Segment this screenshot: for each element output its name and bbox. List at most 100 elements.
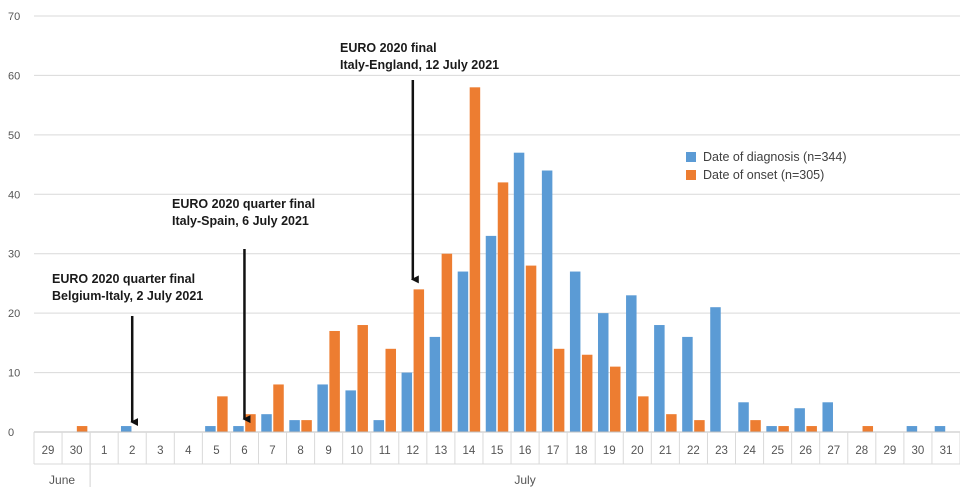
x-tick-label: 8 <box>297 445 303 457</box>
bar-diagnosis <box>654 325 665 432</box>
bar-diagnosis <box>569 271 581 432</box>
y-tick-label: 70 <box>8 11 20 23</box>
legend: Date of diagnosis (n=344) Date of onset … <box>686 148 847 184</box>
x-tick-label: 1 <box>101 445 107 457</box>
x-tick-label: 30 <box>912 445 925 457</box>
y-tick-label: 60 <box>8 70 20 82</box>
bar-diagnosis <box>738 402 749 432</box>
x-tick-label: 18 <box>575 445 588 457</box>
bar-onset <box>778 426 789 432</box>
bar-onset <box>441 253 453 432</box>
bar-onset <box>357 325 368 432</box>
legend-swatch-diagnosis <box>686 152 696 162</box>
x-tick-label: 10 <box>350 445 363 457</box>
x-tick-label: 6 <box>241 445 247 457</box>
annotation-italy-spain: EURO 2020 quarter final Italy-Spain, 6 J… <box>172 196 315 230</box>
x-tick-label: 31 <box>940 445 953 457</box>
x-tick-label: 2 <box>129 445 135 457</box>
bar-onset <box>76 426 88 432</box>
bar-diagnosis <box>541 170 553 432</box>
annotation-line: Italy-Spain, 6 July 2021 <box>172 214 309 228</box>
annotation-line: EURO 2020 quarter final <box>172 197 316 211</box>
annotation-arrows <box>130 80 419 427</box>
legend-swatch-onset <box>686 170 696 180</box>
y-tick-label: 0 <box>8 427 14 439</box>
bar-onset <box>750 420 761 432</box>
bar-onset <box>273 384 284 432</box>
gridlines <box>34 15 960 374</box>
y-tick-label: 30 <box>8 249 20 261</box>
bar-onset <box>638 396 649 432</box>
y-tick-label: 20 <box>8 308 20 320</box>
bar-diagnosis <box>429 336 441 432</box>
bar-diagnosis <box>261 414 272 432</box>
bar-onset <box>413 289 425 432</box>
bar-onset <box>245 414 256 432</box>
bar-diagnosis <box>710 307 721 432</box>
x-tick-label: 29 <box>42 445 55 457</box>
bar-onset <box>553 348 565 432</box>
bar-diagnosis <box>205 426 216 432</box>
annotation-line: Belgium-Italy, 2 July 2021 <box>52 289 204 303</box>
y-axis-ticks: 0 10 20 30 40 50 60 70 <box>8 11 20 439</box>
bar-diagnosis <box>485 235 497 432</box>
bar-diagnosis <box>289 420 300 432</box>
x-tick-label: 23 <box>715 445 728 457</box>
legend-item-diagnosis: Date of diagnosis (n=344) <box>686 148 847 166</box>
x-tick-label: 15 <box>491 445 504 457</box>
x-tick-label: 25 <box>771 445 784 457</box>
bar-onset <box>806 426 817 432</box>
bar-onset <box>329 330 340 432</box>
y-tick-label: 50 <box>8 130 20 142</box>
bar-diagnosis <box>120 426 132 432</box>
x-tick-label: 9 <box>325 445 331 457</box>
bar-diagnosis <box>626 295 637 432</box>
x-tick-label: 28 <box>855 445 868 457</box>
bar-diagnosis <box>822 402 833 432</box>
x-tick-label: 21 <box>659 445 672 457</box>
bar-diagnosis <box>906 426 918 432</box>
annotation-line: EURO 2020 final <box>340 41 437 55</box>
x-tick-label: 29 <box>883 445 896 457</box>
month-label: July <box>514 473 535 487</box>
bar-diagnosis <box>373 420 385 432</box>
x-tick-label: 19 <box>603 445 616 457</box>
annotation-line: Italy-England, 12 July 2021 <box>340 58 500 72</box>
bar-onset <box>862 426 874 432</box>
bar-onset <box>497 182 509 432</box>
legend-label-onset: Date of onset (n=305) <box>703 168 825 182</box>
x-tick-label: 16 <box>519 445 532 457</box>
x-tick-label: 26 <box>799 445 812 457</box>
x-tick-label: 30 <box>70 445 83 457</box>
x-tick-label: 17 <box>547 445 560 457</box>
bar-diagnosis <box>766 426 777 432</box>
x-tick-label: 4 <box>185 445 192 457</box>
bar-onset <box>609 366 621 432</box>
bar-onset <box>666 414 677 432</box>
legend-label-diagnosis: Date of diagnosis (n=344) <box>703 150 847 164</box>
annotation-line: EURO 2020 quarter final <box>52 272 196 286</box>
bar-diagnosis <box>597 313 609 432</box>
y-tick-label: 40 <box>8 189 20 201</box>
x-tick-label: 5 <box>213 445 219 457</box>
x-tick-label: 27 <box>827 445 840 457</box>
bar-diagnosis <box>513 152 525 432</box>
bar-diagnosis <box>457 271 469 432</box>
x-tick-label: 14 <box>463 445 476 457</box>
bar-onset <box>217 396 228 432</box>
month-label: June <box>49 473 75 487</box>
bar-diagnosis <box>934 426 946 432</box>
bar-onset <box>301 420 312 432</box>
x-tick-label: 12 <box>406 445 419 457</box>
x-tick-label: 22 <box>687 445 700 457</box>
bar-diagnosis <box>345 390 356 432</box>
x-axis: 29 30 1 2 3 4 5 6 7 8 9 10 11 12 13 14 15 16 17 18 19 20 21 22 2… <box>33 431 960 487</box>
bar-onset <box>694 420 705 432</box>
x-tick-label: 24 <box>743 445 756 457</box>
bar-diagnosis <box>401 372 413 432</box>
x-tick-label: 13 <box>434 445 447 457</box>
bar-onset <box>581 354 593 432</box>
bars <box>76 87 946 433</box>
x-tick-label: 3 <box>157 445 163 457</box>
